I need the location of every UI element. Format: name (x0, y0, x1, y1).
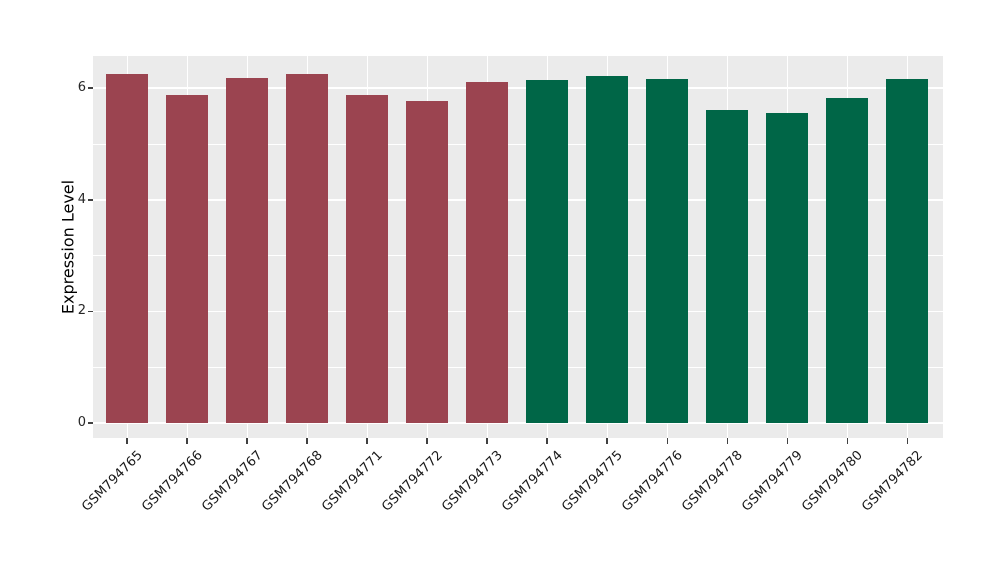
y-gridline (93, 199, 943, 201)
y-tick-label: 2 (77, 303, 86, 319)
y-gridline (93, 87, 943, 89)
y-tick (88, 199, 93, 201)
bar-GSM794778 (706, 109, 749, 423)
x-tick-label: GSM794768 (259, 448, 326, 515)
x-tick (906, 438, 909, 444)
y-tick-label: 4 (77, 191, 86, 207)
bar-GSM794765 (106, 73, 148, 423)
x-tick (726, 438, 729, 444)
x-tick-label: GSM794782 (859, 448, 926, 515)
x-tick-label: GSM794773 (439, 448, 506, 515)
x-tick-label: GSM794766 (139, 448, 206, 515)
x-tick (306, 438, 308, 444)
x-tick-label: GSM794780 (799, 448, 866, 515)
bar-GSM794782 (886, 79, 929, 423)
x-tick-label: GSM794776 (619, 448, 686, 515)
bar-GSM794767 (226, 78, 269, 423)
bar-GSM794780 (826, 97, 869, 423)
bar-GSM794772 (406, 101, 449, 423)
x-tick-label: GSM794767 (199, 448, 266, 515)
bar-GSM794766 (166, 95, 209, 423)
x-tick-label: GSM794775 (559, 448, 626, 515)
y-gridline (93, 255, 943, 257)
x-tick (426, 438, 428, 444)
x-tick (846, 438, 849, 444)
x-tick-label: GSM794772 (379, 448, 446, 515)
bar-GSM794779 (766, 113, 809, 423)
bar-GSM794768 (286, 74, 329, 423)
x-tick-label: GSM794771 (319, 448, 386, 515)
x-tick (126, 438, 128, 444)
bar-GSM794771 (346, 95, 389, 423)
x-tick (366, 438, 368, 444)
bar-GSM794776 (646, 79, 689, 423)
x-tick-label: GSM794765 (79, 448, 146, 515)
bar-GSM794773 (466, 82, 509, 423)
y-tick (88, 87, 93, 89)
x-tick (186, 438, 188, 444)
x-tick (246, 438, 248, 444)
x-tick-label: GSM794779 (739, 448, 806, 515)
y-gridline (93, 422, 943, 424)
x-tick (546, 438, 548, 444)
y-tick-label: 6 (77, 80, 86, 96)
x-tick (606, 438, 608, 444)
x-tick-label: GSM794778 (679, 448, 746, 515)
x-tick-label: GSM794774 (499, 448, 566, 515)
y-tick-label: 0 (77, 415, 86, 430)
y-gridline (93, 366, 943, 368)
y-gridline (93, 310, 943, 313)
y-gridline (93, 143, 943, 145)
y-tick (88, 422, 93, 424)
y-tick (88, 310, 93, 313)
bar-GSM794774 (526, 80, 569, 423)
x-tick (786, 438, 789, 444)
plot-panel (93, 56, 943, 438)
x-tick (486, 438, 488, 444)
bar-GSM794775 (586, 75, 629, 423)
x-tick (666, 438, 669, 444)
